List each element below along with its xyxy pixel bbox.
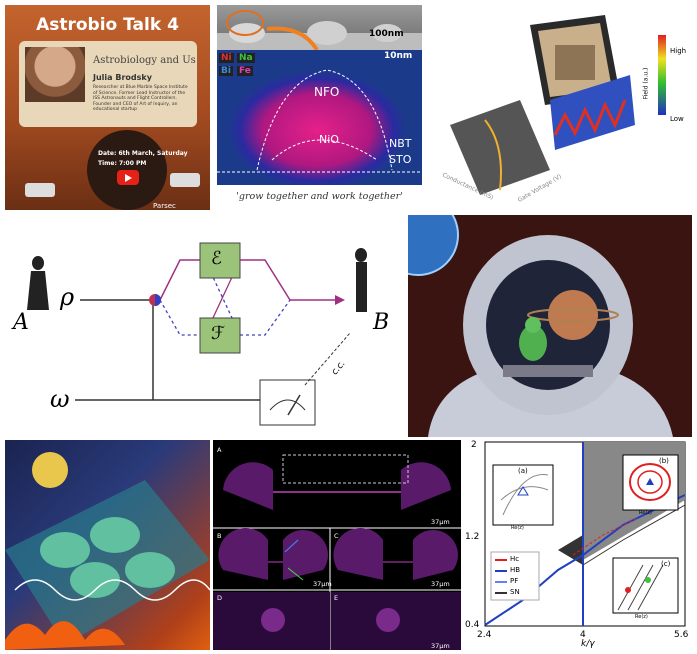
astrobio-poster: Astrobio Talk 4 Astrobiology and Us Juli… — [5, 5, 210, 210]
bifurcation-drawing — [484, 441, 686, 627]
legend-sn: SN — [510, 588, 520, 596]
region-sto: STO — [389, 153, 412, 166]
sem-image — [217, 5, 422, 52]
ytick-1-2: 1.2 — [465, 532, 480, 542]
heat-illustration — [5, 440, 210, 650]
bifurcation-plot: 2 1.2 0.4 2.4 4 5.6 k/γ Hc HB PF SN (a) … — [463, 440, 692, 650]
ytick-2: 2 — [471, 440, 477, 450]
legend-bi: Bi — [219, 66, 233, 76]
region-outline — [217, 69, 422, 173]
scale-a: 37μm — [431, 518, 450, 526]
legend-fe: Fe — [237, 66, 253, 76]
scale-b: 37μm — [313, 580, 332, 588]
microscopy-figure: A B C D E 37μm 37μm 37μm 37μm — [213, 440, 461, 650]
label-rho: ρ — [60, 283, 75, 311]
youtube-icon[interactable] — [117, 170, 139, 185]
sem-drawing — [217, 10, 422, 52]
legend-hb: HB — [510, 566, 521, 574]
inset-c-label: (c) — [661, 560, 671, 568]
scale-e: 37μm — [431, 642, 450, 650]
speaker-name: Julia Brodsky — [93, 73, 152, 82]
scale-top: 100nm — [369, 29, 404, 39]
panel-e: E — [334, 594, 339, 602]
rover-icon — [170, 173, 200, 187]
microscopy-drawing — [213, 454, 461, 650]
speaker-photo — [25, 47, 85, 102]
org-logo: Parsec — [153, 202, 176, 210]
ytick-0-4: 0.4 — [465, 620, 480, 630]
scale-map: 10nm — [384, 51, 413, 61]
rover-icon — [25, 183, 55, 197]
x-label: k/γ — [581, 639, 595, 649]
label-b: B — [373, 310, 390, 335]
label-a: A — [13, 310, 29, 335]
quantum-diagram: A B ρ ω ℰ ℱ c.c. — [5, 215, 405, 437]
speaker-bio: Researcher at Blue Marble Space Institut… — [93, 85, 188, 112]
device-drawing — [450, 15, 666, 195]
nano-composite-figure: 100nm Ni Na Bi Fe 10nm NFO NiO NBT STO '… — [217, 5, 422, 213]
xtick-4: 4 — [580, 630, 586, 640]
inset-a-xlabel: Re(z) — [511, 525, 524, 531]
axis-field: Field (a.u.) — [642, 67, 650, 100]
poster-subtitle: Astrobiology and Us — [93, 55, 196, 66]
panel-c: C — [334, 532, 339, 540]
legend-hc: Hc — [510, 555, 520, 563]
astronaut-illustration — [408, 215, 692, 437]
region-nio: NiO — [319, 133, 339, 146]
diagram-lines — [27, 242, 367, 426]
poster-title: Astrobio Talk 4 — [36, 15, 179, 35]
xtick-5-6: 5.6 — [674, 630, 689, 640]
region-nbt: NBT — [389, 137, 412, 150]
scale-c: 37μm — [431, 580, 450, 588]
label-omega: ω — [50, 385, 70, 413]
panel-d: D — [217, 594, 223, 602]
legend-na: Na — [237, 53, 255, 63]
astronaut-drawing — [408, 215, 692, 437]
inset-c-xlabel: Re(z) — [635, 614, 648, 620]
channel-e: ℰ — [211, 248, 222, 269]
channel-f: ℱ — [211, 323, 226, 344]
region-nfo: NFO — [314, 85, 340, 99]
panel-b: B — [217, 532, 222, 540]
legend-low: Low — [670, 115, 684, 123]
legend-pf: PF — [510, 577, 519, 585]
event-time: Time: 7:00 PM — [98, 160, 147, 167]
inset-b-label: (b) — [659, 457, 669, 465]
eds-map — [217, 50, 422, 185]
legend-ni: Ni — [219, 53, 234, 63]
inset-b-xlabel: Re(z) — [639, 510, 652, 516]
legend-high: High — [670, 47, 687, 55]
panel-a: A — [217, 446, 222, 454]
device-figure: High Low Field (a.u.) Conductance (mS) G… — [430, 5, 692, 213]
inset-a-label: (a) — [518, 467, 528, 475]
xtick-2-4: 2.4 — [477, 630, 492, 640]
caption: 'grow together and work together' — [236, 191, 403, 202]
event-date: Date: 6th March, Saturday — [98, 150, 188, 157]
heat-drawing — [5, 452, 210, 650]
